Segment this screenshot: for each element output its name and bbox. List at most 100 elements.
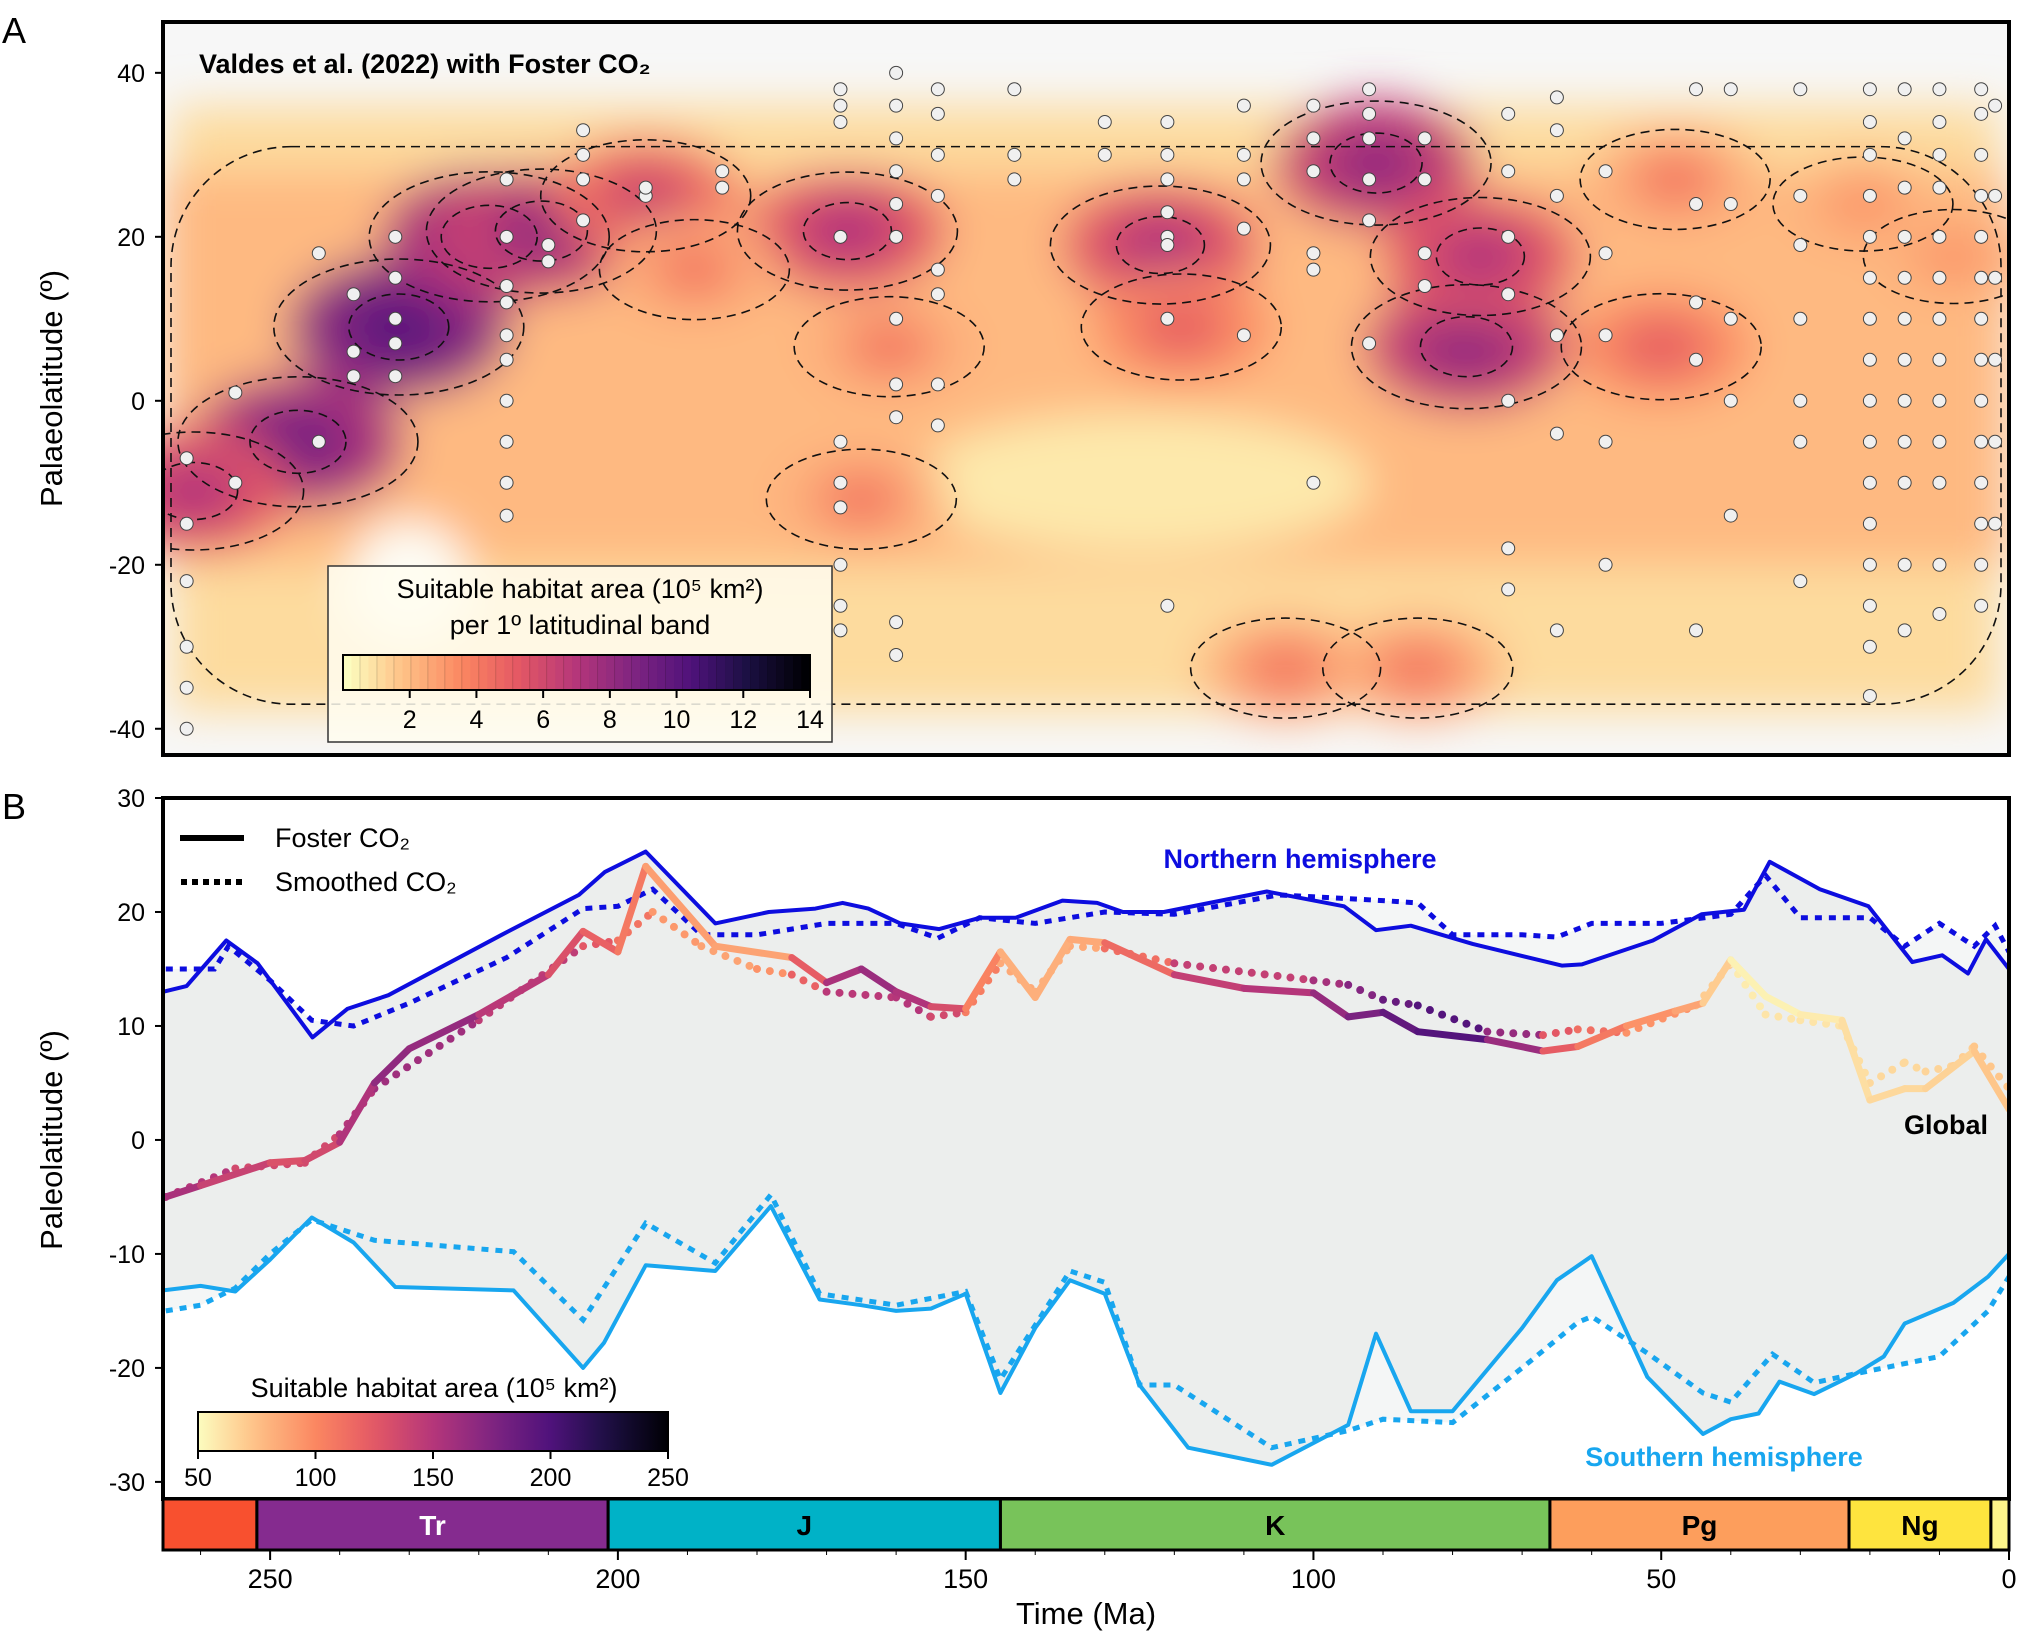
colorbar-tick-label: 12 (729, 706, 757, 734)
colorbar-title: Suitable habitat area (10⁵ km²) (397, 574, 764, 604)
occurrence-point (1793, 574, 1808, 589)
timescale-label: Pg (1682, 1510, 1718, 1541)
contour-line (802, 201, 893, 261)
occurrence-point (346, 344, 361, 359)
occurrence-point (388, 336, 403, 351)
occurrence-point (889, 197, 904, 212)
colorbar-swatch (742, 655, 752, 690)
global-foster-segment (1066, 935, 1109, 947)
contour-line (1260, 100, 1492, 226)
contour-line (793, 295, 985, 398)
occurrence-point (1974, 598, 1989, 613)
colorbar-swatch (640, 655, 650, 690)
occurrence-point (833, 115, 848, 130)
contour-line (1350, 283, 1583, 410)
occurrence-point (1689, 295, 1704, 310)
colorbar-swatch (376, 654, 387, 691)
occurrence-point (930, 147, 945, 162)
occurrence-point (499, 229, 514, 244)
occurrence-point (1897, 557, 1912, 572)
global-foster-segment (1796, 1011, 1846, 1024)
occurrence-point (930, 418, 945, 433)
northern-hemisphere-label: Northern hemisphere (1163, 844, 1436, 874)
timescale-period (161, 1497, 259, 1552)
occurrence-point (930, 377, 945, 392)
contour-line (1560, 292, 1763, 401)
colorbar-swatch (708, 655, 718, 690)
contour-line (177, 375, 419, 508)
occurrence-point (1362, 172, 1377, 187)
occurrence-point (889, 98, 904, 113)
colorbar-swatch (784, 654, 794, 691)
y-tick-label: 30 (117, 785, 145, 813)
occurrence-point (499, 393, 514, 408)
colorbar-swatch (393, 654, 404, 691)
timescale-period (1548, 1497, 1851, 1552)
occurrence-point (179, 639, 194, 654)
occurrence-point (1862, 557, 1877, 572)
global-foster-segment (301, 1138, 344, 1164)
occurrence-point (1862, 311, 1877, 326)
x-tick-label: 150 (943, 1564, 988, 1594)
occurrence-point (1723, 508, 1738, 523)
colorbar-swatch (359, 654, 370, 691)
global-foster-segment (1539, 1042, 1582, 1055)
global-foster-segment (1574, 1022, 1630, 1050)
colorbar-swatch (351, 655, 361, 690)
occurrence-point (499, 279, 514, 294)
occurrence-point (1974, 188, 1989, 203)
plot-panel-b (163, 849, 2009, 1467)
global-foster-segment (927, 1003, 970, 1013)
occurrence-point (499, 352, 514, 367)
occurrence-point (1862, 598, 1877, 613)
colorbar-swatch (419, 655, 429, 690)
timescale-label: Ng (1901, 1510, 1938, 1541)
colorbar-swatch (470, 655, 480, 690)
y-axis-title: Paleolatitude (º) (34, 1030, 69, 1250)
occurrence-point (388, 369, 403, 384)
colorbar-swatch (512, 654, 523, 691)
global-foster-segment (1483, 1036, 1547, 1055)
global-foster-segment (788, 954, 831, 987)
occurrence-point (1988, 352, 2003, 367)
colorbar-b (197, 1411, 669, 1452)
occurrence-point (1306, 164, 1321, 179)
colorbar-title: Suitable habitat area (10⁵ km²) (251, 1373, 618, 1403)
occurrence-point (1501, 287, 1516, 302)
occurrence-point (311, 434, 326, 449)
occurrence-point (889, 377, 904, 392)
colorbar-tick-label: 14 (796, 706, 824, 734)
global-foster-segment (1101, 939, 1178, 979)
occurrence-point (1932, 82, 1947, 97)
occurrence-point (1793, 434, 1808, 449)
y-tick-label: 0 (131, 1127, 145, 1155)
y-tick-label: -20 (109, 552, 145, 580)
heatmap-cell (1821, 177, 1904, 231)
colorbar-swatch (504, 655, 514, 690)
occurrence-point (833, 229, 848, 244)
global-smoothed-segment (1970, 1042, 2009, 1093)
colorbar-swatch (793, 655, 803, 690)
heatmap-cell (1415, 312, 1518, 381)
northern-smoothed-line (165, 871, 2009, 1029)
colorbar-swatch (538, 655, 548, 690)
global-smoothed-segment (697, 942, 762, 973)
colorbar-swatch (461, 654, 472, 691)
occurrence-point (889, 615, 904, 630)
occurrence-point (1932, 393, 1947, 408)
colorbar-swatch (427, 654, 438, 691)
occurrence-point (1974, 229, 1989, 244)
global-foster-segment (1671, 999, 1707, 1015)
heatmap-cell (1325, 129, 1428, 198)
occurrence-point (1160, 598, 1175, 613)
colorbar-swatch (487, 655, 497, 690)
occurrence-point (1932, 147, 1947, 162)
occurrence-point (499, 434, 514, 449)
contour-line (1049, 185, 1272, 305)
contour-line (163, 431, 305, 551)
y-tick-label: -20 (109, 1355, 145, 1383)
global-foster-segment (1309, 989, 1352, 1021)
global-smoothed-segment (753, 964, 796, 979)
occurrence-point (1723, 311, 1738, 326)
global-foster-segment (1838, 1016, 1874, 1104)
